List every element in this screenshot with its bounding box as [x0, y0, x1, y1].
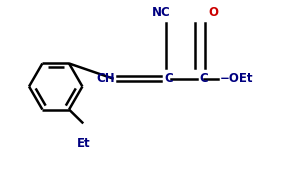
Text: CH: CH: [96, 72, 115, 85]
Text: −OEt: −OEt: [219, 72, 253, 85]
Text: Et: Et: [77, 137, 90, 150]
Text: NC: NC: [152, 6, 171, 19]
Text: O: O: [209, 6, 219, 19]
Text: C: C: [164, 72, 173, 85]
Text: C: C: [199, 72, 208, 85]
